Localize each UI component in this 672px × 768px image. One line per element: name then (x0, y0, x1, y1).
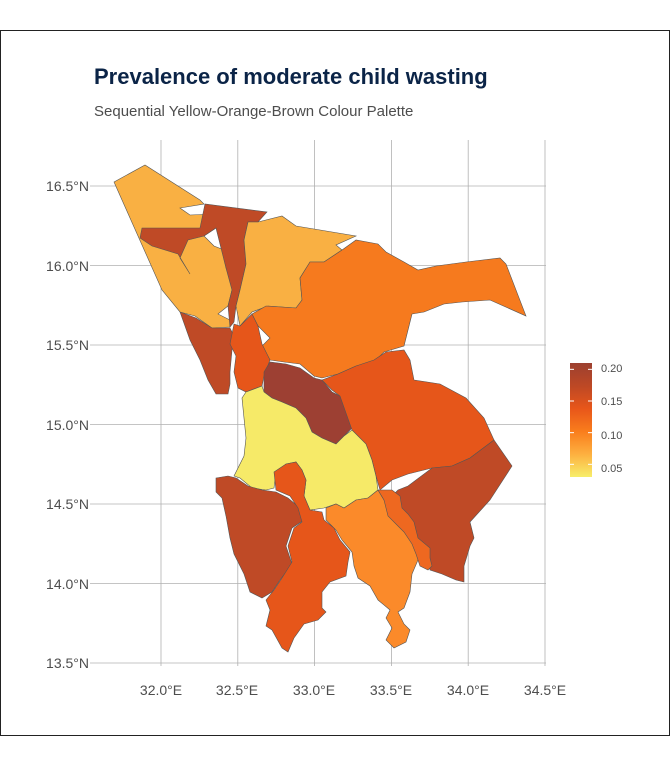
y-tick-label-6: 16.5°N (46, 178, 89, 194)
x-tick-label-4: 34.0°E (447, 682, 489, 698)
legend-label-0.20: 0.20 (601, 363, 622, 375)
y-tick-label-4: 15.5°N (46, 337, 89, 353)
x-tick-label-1: 32.5°E (216, 682, 258, 698)
map-title: Prevalence of moderate child wasting (94, 64, 488, 89)
y-tick-label-5: 16.0°N (46, 258, 89, 274)
legend-label-0.10: 0.10 (601, 430, 622, 442)
y-axis-ticks: 13.5°N 14.0°N 14.5°N 15.0°N 15.5°N 16.0°… (46, 178, 89, 671)
y-tick-label-2: 14.5°N (46, 496, 89, 512)
region-south-east-small (377, 489, 433, 571)
region-north-central-west (139, 203, 268, 328)
colorbar (570, 363, 592, 477)
x-tick-label-3: 33.5°E (370, 682, 412, 698)
colorbar-legend: 0.20 0.15 0.10 0.05 (570, 363, 622, 477)
legend-label-0.15: 0.15 (601, 396, 622, 408)
region-west-mid (179, 311, 235, 395)
colorbar-ticks (570, 368, 592, 465)
y-tick-label-0: 13.5°N (46, 655, 89, 671)
y-tick-label-1: 14.0°N (46, 576, 89, 592)
x-tick-label-5: 34.5°E (524, 682, 566, 698)
region-south-central (265, 461, 351, 653)
x-axis-ticks: 32.0°E 32.5°E 33.0°E 33.5°E 34.0°E 34.5°… (140, 682, 566, 698)
legend-label-0.05: 0.05 (601, 463, 622, 475)
x-tick-label-2: 33.0°E (293, 682, 335, 698)
map-regions (113, 164, 527, 653)
region-center-west-small (229, 313, 271, 393)
x-tick-label-0: 32.0°E (140, 682, 182, 698)
y-tick-label-3: 15.0°N (46, 417, 89, 433)
map-subtitle: Sequential Yellow-Orange-Brown Colour Pa… (94, 103, 414, 120)
